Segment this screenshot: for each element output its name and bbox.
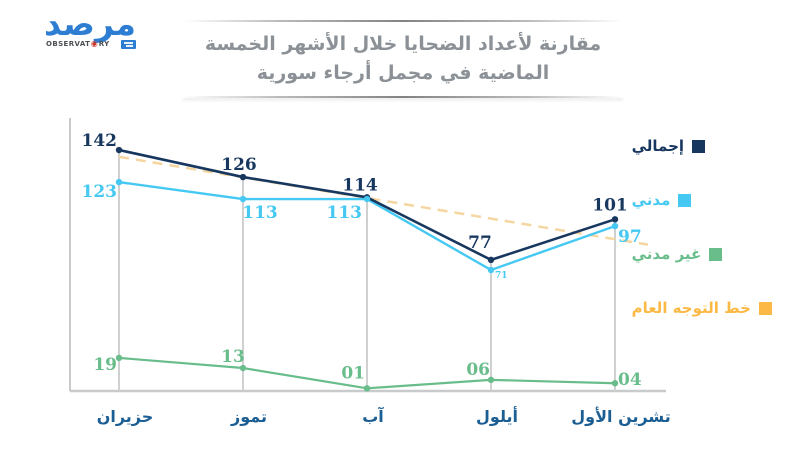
data-point <box>239 195 247 203</box>
legend-label-noncivilian: غير مدني <box>631 245 702 263</box>
value-label: 113 <box>242 203 278 223</box>
trend-line <box>118 155 649 246</box>
value-label: 113 <box>327 203 363 223</box>
legend-label-civilian: مدني <box>631 191 671 209</box>
legend-swatch-civilian <box>678 193 692 207</box>
logo-target-icon: ◉ <box>90 39 99 49</box>
logo-badge <box>120 39 136 49</box>
x-axis-label: تشرين الأول <box>571 407 670 426</box>
value-label: 142 <box>82 131 118 151</box>
legend-label-trendline: خط التوجه العام <box>631 299 751 317</box>
value-label: 123 <box>82 182 118 202</box>
data-point <box>611 222 619 230</box>
data-point <box>611 216 619 223</box>
data-point <box>487 256 495 264</box>
data-point <box>363 385 371 392</box>
data-point <box>363 195 371 203</box>
x-axis-label: تموز <box>230 407 267 426</box>
data-point <box>115 146 123 154</box>
legend-item-total: إجمالي <box>631 137 706 155</box>
data-point <box>239 364 247 372</box>
value-label: 101 <box>592 195 628 215</box>
x-axis-label: آب <box>362 406 384 426</box>
data-point <box>115 354 123 362</box>
logo-wordmark: مرصد <box>44 4 137 43</box>
value-label: 114 <box>342 175 378 195</box>
value-label: 06 <box>466 360 490 380</box>
data-point <box>611 380 619 387</box>
x-axis-label: حزيران <box>97 407 154 426</box>
logo-observatory-text: OBSERVAT ◉ RY <box>46 39 110 49</box>
value-label: 97 <box>618 227 642 247</box>
chart-title-line2: الماضية في مجمل أرجاء سورية <box>256 62 550 85</box>
logo-subrow: OBSERVAT ◉ RY <box>46 39 136 49</box>
data-point <box>239 173 247 181</box>
legend-item-civilian: مدني <box>632 191 692 209</box>
legend-swatch-total <box>692 139 706 153</box>
data-point <box>487 376 495 384</box>
legend: إجمالي مدني غير مدني خط التوجه العام <box>632 137 772 317</box>
chart-title: مقارنة لأعداد الضحايا خلال الأشهر الخمسة… <box>183 20 623 98</box>
value-label: 19 <box>93 355 117 375</box>
data-point <box>487 266 495 274</box>
value-label: 13 <box>221 347 245 367</box>
value-label: 126 <box>221 155 257 175</box>
legend-item-noncivilian: غير مدني <box>632 245 723 263</box>
value-label: 71 <box>495 271 508 281</box>
legend-swatch-trendline <box>759 301 772 315</box>
value-label: 01 <box>341 363 365 383</box>
legend-label-total: إجمالي <box>631 137 685 155</box>
value-label: 04 <box>618 370 642 390</box>
data-point <box>115 178 123 186</box>
logo: مرصد OBSERVAT ◉ RY <box>44 4 137 49</box>
legend-swatch-noncivilian <box>709 247 723 261</box>
value-label: 77 <box>468 233 492 253</box>
chart-title-line1: مقارنة لأعداد الضحايا خلال الأشهر الخمسة <box>204 33 602 55</box>
x-axis-label: أيلول <box>476 406 518 426</box>
legend-item-trendline: خط التوجه العام <box>632 299 772 317</box>
